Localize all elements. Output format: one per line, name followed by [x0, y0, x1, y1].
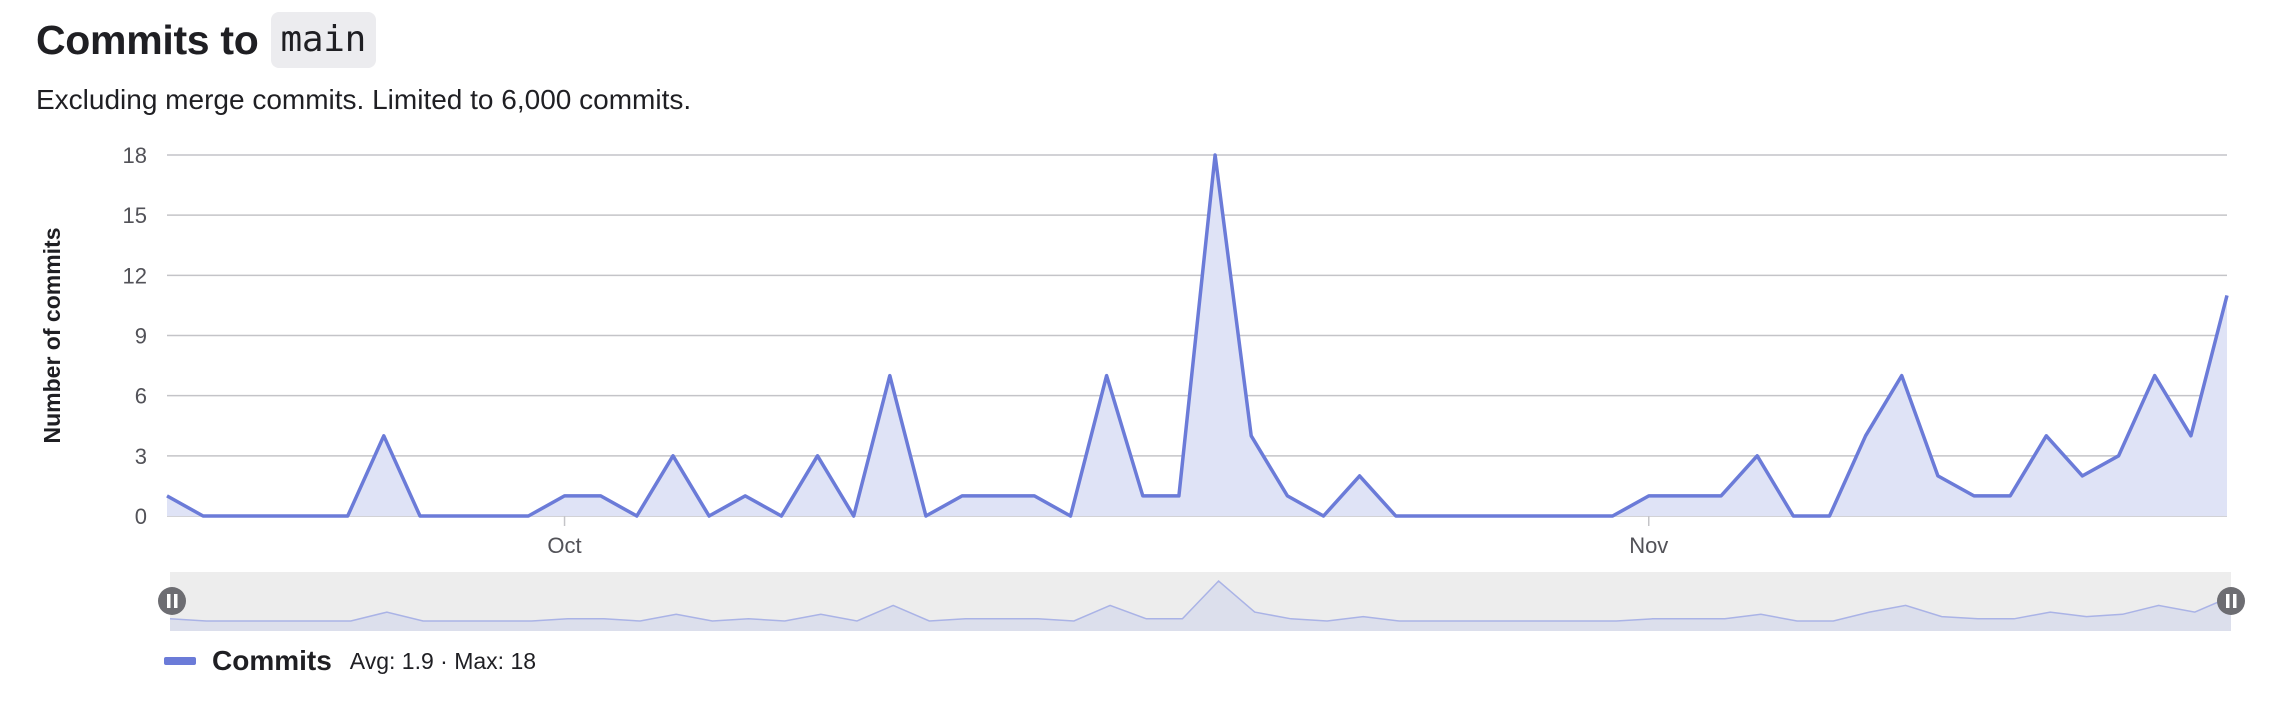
chart-subtitle: Excluding merge commits. Limited to 6,00… — [36, 84, 692, 115]
chart-header: Commits to main Excluding merge commits.… — [36, 10, 691, 116]
page-title-text: Commits to — [36, 16, 259, 63]
commits-series-line[interactable] — [166, 153, 2229, 518]
y-tick-label: 18 — [123, 143, 147, 168]
y-tick-label: 0 — [135, 504, 147, 529]
navigator-handle-right[interactable] — [2217, 587, 2245, 615]
legend-swatch — [164, 657, 196, 665]
y-tick-label: 9 — [135, 324, 147, 349]
navigator-handle-left[interactable] — [158, 587, 186, 615]
y-axis-ticks: 0 3 6 9 12 15 18 — [123, 143, 147, 529]
handle-grip-bar — [2233, 594, 2237, 608]
y-axis-label: Number of commits — [39, 228, 65, 444]
x-tick-label: Nov — [1629, 533, 1668, 558]
y-tick-label: 6 — [135, 384, 147, 409]
pause-icon[interactable] — [2217, 587, 2245, 615]
legend-stats: Avg: 1.9 · Max: 18 — [349, 647, 537, 674]
handle-grip-bar — [2226, 594, 2230, 608]
branch-name: main — [270, 12, 377, 68]
pause-icon[interactable] — [158, 587, 186, 615]
x-axis-ticks: Oct Nov — [547, 516, 1668, 558]
y-tick-label: 12 — [123, 263, 147, 288]
navigator-preview-line — [169, 579, 2232, 622]
navigator-preview-area — [170, 581, 2231, 631]
chart-legend[interactable]: Commits Avg: 1.9 · Max: 18 — [164, 645, 536, 677]
page-title: Commits to main — [36, 10, 691, 70]
commits-chart: 0 3 6 9 12 15 18 Number of commits Oct Nov — [39, 143, 2245, 631]
handle-grip-bar — [167, 594, 171, 608]
y-tick-label: 3 — [135, 444, 147, 469]
range-navigator[interactable] — [158, 572, 2245, 631]
handle-grip-bar — [174, 594, 178, 608]
legend-series-name[interactable]: Commits — [212, 645, 332, 676]
y-tick-label: 15 — [123, 203, 147, 228]
x-tick-label: Oct — [547, 533, 581, 558]
